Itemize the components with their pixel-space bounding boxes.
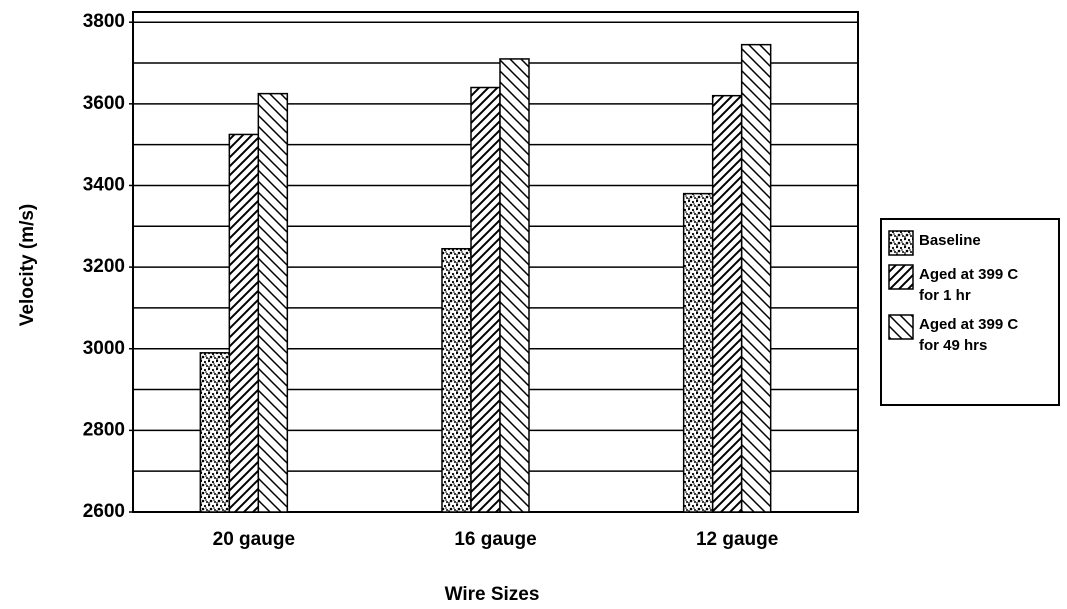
legend-entry: Aged at 399 C for 49 hrs: [888, 314, 1052, 356]
x-tick-label: 16 gauge: [454, 529, 536, 550]
legend-swatch: [888, 264, 914, 290]
legend-label: Baseline: [919, 232, 981, 249]
legend-label: Aged at 399 C for 49 hrs: [919, 316, 1019, 354]
legend-swatch: [888, 314, 914, 340]
bar: [257, 92, 289, 513]
legend-entry: Baseline: [888, 230, 1052, 256]
y-axis-label: Velocity (m/s): [17, 204, 38, 327]
bar: [682, 192, 714, 513]
y-tick-label: 3000: [83, 338, 125, 359]
y-tick-label: 3600: [83, 93, 125, 114]
bar: [441, 247, 472, 513]
y-tick-label: 3800: [83, 11, 125, 32]
bar: [199, 352, 231, 513]
y-tick-label: 3400: [83, 174, 125, 195]
legend: Baseline Aged at 399 C for 1 hr Aged at 39…: [880, 218, 1060, 406]
y-tick-label: 2600: [83, 501, 125, 522]
bar: [740, 43, 772, 513]
legend-swatch: [888, 230, 914, 256]
bar: [711, 94, 743, 513]
legend-entry: Aged at 399 C for 1 hr: [888, 264, 1052, 306]
x-axis-label: Wire Sizes: [445, 584, 540, 605]
y-tick-label: 2800: [83, 419, 125, 440]
legend-label: Aged at 399 C for 1 hr: [919, 266, 1019, 304]
bar: [228, 133, 260, 513]
bar: [470, 86, 501, 513]
bar: [499, 58, 530, 513]
x-tick-label: 20 gauge: [213, 529, 295, 550]
y-tick-label: 3200: [83, 256, 125, 277]
x-tick-label: 12 gauge: [696, 529, 778, 550]
